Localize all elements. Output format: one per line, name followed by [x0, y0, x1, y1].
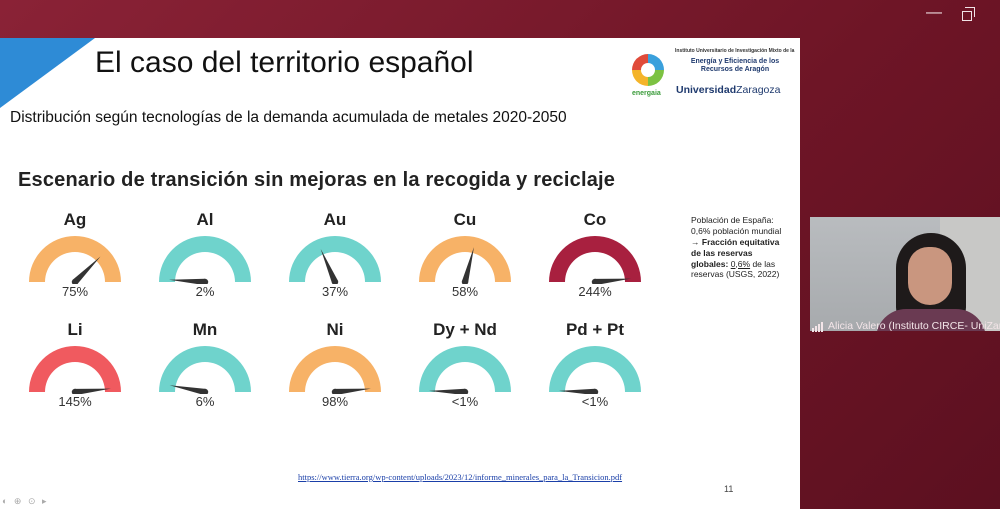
gauge-dial — [289, 236, 381, 284]
gauge-hub — [71, 388, 79, 394]
gauge-needle — [169, 278, 206, 284]
logo-brand: energaia — [632, 90, 661, 97]
gauge-cu: Cu 58% — [415, 210, 515, 300]
gauge-value: 58% — [451, 284, 479, 299]
gauge-li: Li 145% — [25, 320, 125, 410]
shared-slide: El caso del territorio español Distribuc… — [0, 38, 800, 509]
gauge-arc — [419, 236, 511, 282]
gauge-value: 98% — [321, 394, 349, 409]
gauge-hub — [201, 388, 209, 394]
gauge-arc — [549, 346, 641, 392]
participant-face — [908, 247, 952, 305]
gauge-label: Au — [323, 210, 347, 229]
gauge-dial — [289, 346, 381, 394]
source-link[interactable]: https://www.tierra.org/wp-content/upload… — [298, 472, 623, 482]
institute-small-text: Instituto Universitario de Investigación… — [675, 48, 795, 54]
gauge-value: 145% — [58, 394, 92, 409]
gauge-hub — [201, 278, 209, 284]
gauge-dial — [29, 346, 121, 394]
gauge-needle — [320, 248, 338, 284]
energaia-logo-icon — [632, 54, 664, 86]
gauge-needle — [74, 388, 111, 394]
gauge-label: Mn — [192, 320, 218, 339]
gauge-value: 37% — [321, 284, 349, 299]
gauge-value: 75% — [61, 284, 89, 299]
slide-toolbar[interactable]: ◐ ⊕ ⊙ ▸ — [2, 496, 49, 506]
gauge-needle — [594, 278, 631, 284]
gauge-arc — [289, 236, 381, 282]
gauge-value: 244% — [578, 284, 612, 299]
corner-decoration — [0, 38, 95, 108]
signal-bars-icon — [812, 320, 824, 332]
gauge-label: Ag — [63, 210, 87, 229]
slide-title: El caso del territorio español — [95, 46, 474, 79]
gauge-mn: Mn 6% — [155, 320, 255, 410]
restore-icon[interactable] — [962, 7, 975, 21]
gauge-arc — [289, 346, 381, 392]
page-number: 11 — [724, 484, 734, 494]
gauge-arc — [549, 236, 641, 282]
gauge-hub — [331, 278, 339, 284]
gauge-hub — [331, 388, 339, 394]
university-name: UniversidadZaragoza — [676, 84, 781, 96]
gauge-label: Pd + Pt — [565, 320, 625, 339]
gauge-needle — [461, 247, 474, 283]
gauge-label: Ni — [326, 320, 344, 339]
gauge-co: Co 244% — [545, 210, 645, 300]
gauge-needle — [72, 256, 101, 284]
gauge-pd-pt: Pd + Pt <1% — [545, 320, 645, 410]
gauge-au: Au 37% — [285, 210, 385, 300]
gauge-needle — [429, 388, 466, 394]
gauge-label: Al — [196, 210, 214, 229]
slide-subtitle: Distribución según tecnologías de la dem… — [10, 109, 567, 126]
gauge-label: Co — [583, 210, 607, 229]
gauge-value: <1% — [581, 394, 609, 409]
gauge-dial — [29, 236, 121, 284]
gauge-value: <1% — [451, 394, 479, 409]
gauge-arc — [159, 236, 251, 282]
gauge-dy-nd: Dy + Nd <1% — [415, 320, 515, 410]
gauge-value: 2% — [195, 284, 215, 299]
gauge-hub — [591, 278, 599, 284]
gauge-dial — [419, 236, 511, 284]
gauge-value: 6% — [195, 394, 215, 409]
gauge-arc — [159, 346, 251, 392]
gauge-dial — [419, 346, 511, 394]
gauge-dial — [159, 236, 251, 284]
scenario-heading: Escenario de transición sin mejoras en l… — [18, 169, 616, 191]
gauge-hub — [591, 388, 599, 394]
gauge-arc — [419, 346, 511, 392]
gauge-ag: Ag 75% — [25, 210, 125, 300]
participant-video[interactable] — [810, 217, 1000, 331]
institution-logo: energaia Instituto Universitario de Inve… — [632, 48, 797, 104]
gauge-hub — [461, 388, 469, 394]
gauge-hub — [71, 278, 79, 284]
minimize-icon[interactable]: — — [926, 4, 942, 21]
gauge-hub — [461, 278, 469, 284]
gauge-dial — [549, 236, 641, 284]
gauge-ni: Ni 98% — [285, 320, 385, 410]
gauge-needle — [559, 388, 596, 394]
participant-name: Alicia Valero (Instituto CIRCE- UniZar — [828, 320, 1000, 332]
gauge-label: Cu — [453, 210, 477, 229]
gauge-needle — [334, 388, 371, 394]
gauge-al: Al 2% — [155, 210, 255, 300]
gauge-label: Dy + Nd — [433, 320, 497, 339]
participant-body — [876, 309, 986, 331]
gauge-dial — [159, 346, 251, 394]
gauge-needle — [169, 385, 206, 394]
gauge-arc — [29, 346, 121, 392]
gauge-dial — [549, 346, 641, 394]
participant-name-tag: Alicia Valero (Instituto CIRCE- UniZar — [812, 320, 1000, 332]
gauge-label: Li — [67, 320, 83, 339]
gauge-arc — [29, 236, 121, 282]
institute-name: Energía y Eficiencia de los Recursos de … — [690, 58, 780, 74]
population-note: Población de España: 0,6% población mund… — [691, 215, 782, 280]
